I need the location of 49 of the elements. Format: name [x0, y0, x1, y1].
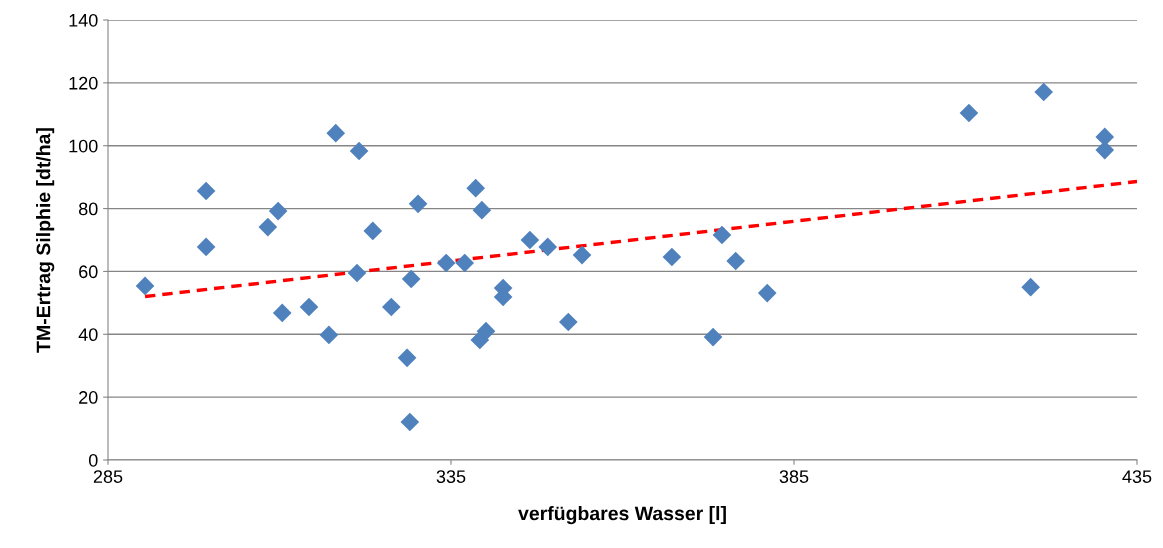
y-tick-label: 0 — [88, 453, 98, 467]
point — [472, 200, 492, 220]
y-tick-label: 60 — [79, 265, 98, 279]
point — [349, 141, 369, 161]
point — [272, 303, 292, 323]
point — [466, 178, 486, 198]
point — [408, 194, 428, 214]
point — [1034, 82, 1054, 102]
x-axis-title: verfügbares Wasser [l] — [518, 506, 726, 525]
point — [299, 297, 319, 317]
point — [1021, 277, 1040, 297]
y-tick-label: 140 — [69, 13, 98, 27]
point — [326, 123, 346, 143]
point — [455, 253, 475, 273]
point — [572, 245, 592, 265]
point — [196, 237, 216, 257]
point — [726, 251, 746, 271]
point — [258, 217, 278, 237]
point — [268, 201, 288, 221]
point — [319, 325, 339, 345]
x-tick-label: 285 — [93, 470, 123, 483]
point — [476, 321, 496, 341]
x-tick-label: 385 — [779, 470, 809, 483]
point — [558, 312, 578, 332]
point — [382, 297, 401, 317]
point — [959, 103, 979, 123]
x-tick-label: 435 — [1122, 470, 1152, 483]
y-axis-title: TM-Ertrag Silphie [dt/ha] — [36, 128, 55, 353]
y-tick-label: 100 — [69, 139, 98, 153]
point — [757, 283, 777, 303]
point — [703, 327, 723, 347]
y-tick-label: 20 — [79, 391, 98, 404]
point — [520, 230, 540, 250]
point — [347, 263, 367, 283]
point — [401, 269, 421, 289]
y-tick-label: 80 — [78, 202, 98, 216]
point — [538, 237, 558, 257]
point — [400, 412, 420, 432]
point — [712, 225, 732, 245]
y-tick-label: 40 — [78, 328, 98, 342]
point — [196, 181, 216, 201]
point — [1095, 140, 1115, 160]
point — [135, 276, 155, 296]
point — [436, 253, 456, 273]
point — [397, 348, 417, 368]
y-tick-label: 120 — [69, 76, 98, 90]
point — [662, 247, 682, 267]
point — [363, 221, 383, 241]
x-tick-label: 335 — [436, 470, 466, 483]
